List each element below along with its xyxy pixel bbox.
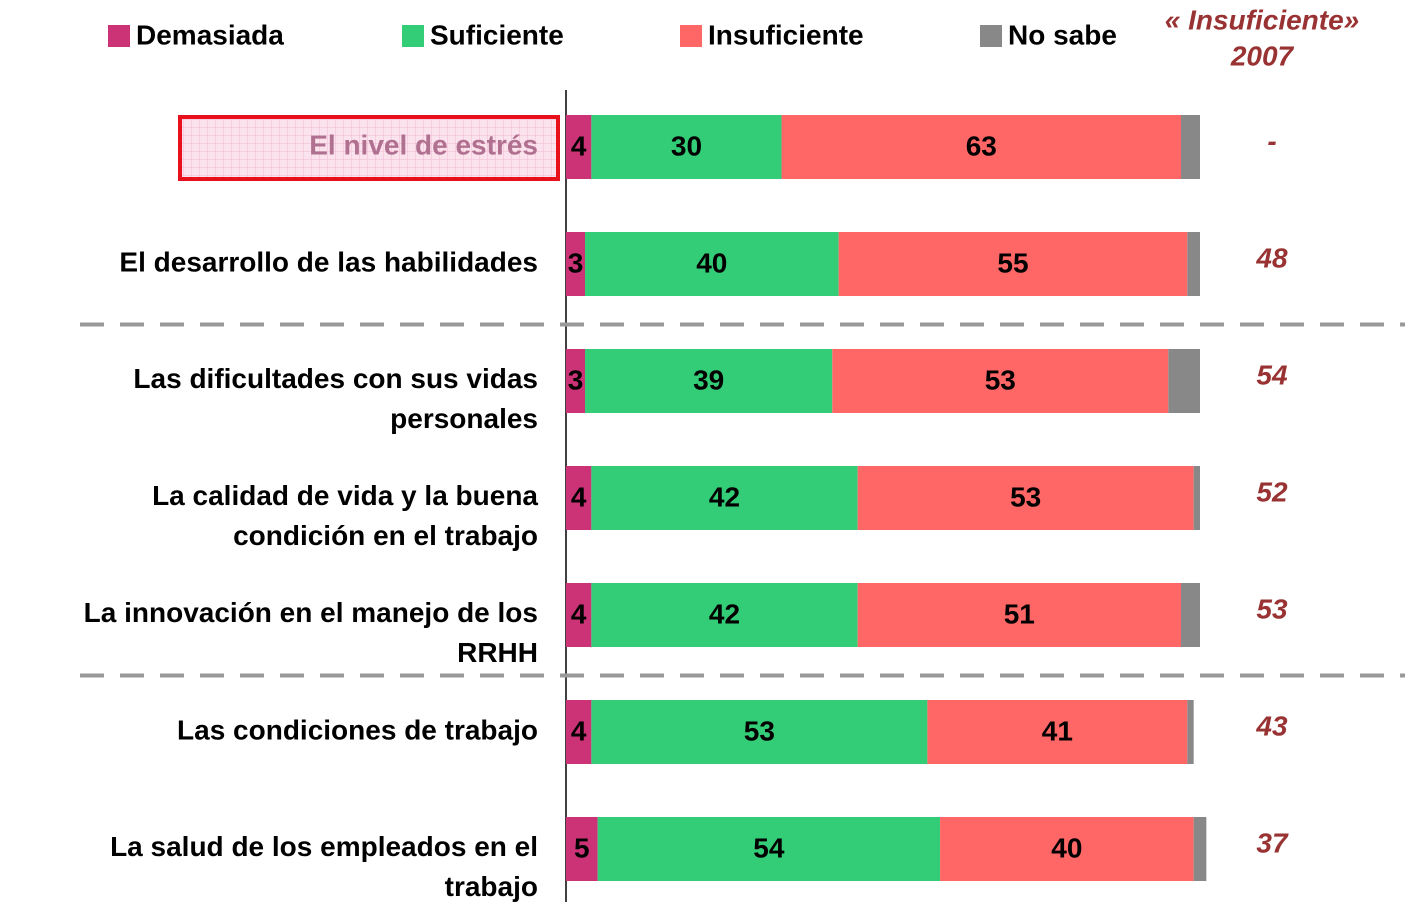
bar-segment [566,583,592,647]
value-label: 51 [1004,598,1035,629]
column-value: 52 [1256,476,1288,507]
legend-label: Demasiada [136,19,284,50]
value-label: 53 [985,364,1016,395]
bar-segment [591,115,782,179]
legend-swatch [402,25,424,47]
value-label: 53 [744,715,775,746]
column-value: - [1267,125,1276,156]
value-label: 41 [1042,715,1073,746]
bar-segment [1187,232,1200,296]
bar-segment [591,466,858,530]
bar-segment [940,817,1194,881]
bar-segment [566,232,586,296]
bar-segment [566,700,592,764]
bar-segment [1193,466,1200,530]
bar-segment [838,232,1188,296]
bar-segment [591,583,858,647]
bar-segment [566,466,592,530]
legend-swatch [980,25,1002,47]
highlight-box [178,115,560,181]
value-label: 63 [966,130,997,161]
category-label: La calidad de vida y la buena condición e… [152,480,538,551]
value-label: 39 [693,364,724,395]
bar-segment [566,349,586,413]
value-label: 4 [571,481,587,512]
legend-label: Suficiente [430,19,564,50]
value-label: 42 [709,598,740,629]
value-label: 42 [709,481,740,512]
category-label: Las condiciones de trabajo [177,714,538,745]
bar-segment [857,466,1194,530]
value-label: 4 [571,598,587,629]
value-label: 30 [671,130,702,161]
value-label: 40 [1051,832,1082,863]
category-label: La salud de los empleados en el trabajo [110,831,538,902]
legend-swatch [680,25,702,47]
bar-segment [927,700,1188,764]
bar-segment [832,349,1169,413]
bar-segment [1187,700,1194,764]
column-value: 43 [1255,710,1288,741]
value-label: 40 [696,247,727,278]
value-label: 5 [574,832,590,863]
bar-segment [585,232,839,296]
legend-swatch [108,25,130,47]
bar-segment [597,817,941,881]
bar-segment [566,115,592,179]
bar-segment [1193,817,1207,881]
legend-label: No sabe [1008,19,1117,50]
value-label: 3 [568,364,584,395]
category-label: El desarrollo de las habilidades [119,246,538,277]
bar-segment [585,349,833,413]
column-value: 54 [1256,359,1288,390]
bar-segment [1168,349,1200,413]
value-label: 4 [571,715,587,746]
value-label: 3 [568,247,584,278]
column-title: 2007 [1230,40,1295,71]
value-label: 4 [571,130,587,161]
column-value: 48 [1255,242,1288,273]
bar-segment [591,700,928,764]
column-value: 37 [1256,827,1289,858]
column-title: « Insuficiente» [1165,4,1360,35]
bar-segment [566,817,598,881]
bar-segment [1180,115,1200,179]
value-label: 55 [997,247,1028,278]
legend-label: Insuficiente [708,19,864,50]
category-label: Las dificultades con sus vidas personales [133,363,538,434]
bar-segment [1180,583,1200,647]
category-label: La innovación en el manejo de los RRHH [84,597,538,668]
value-label: 54 [753,832,785,863]
bar-segment [857,583,1181,647]
category-label: El nivel de estrés [309,129,538,160]
column-value: 53 [1256,593,1288,624]
value-label: 53 [1010,481,1041,512]
bar-segment [781,115,1181,179]
